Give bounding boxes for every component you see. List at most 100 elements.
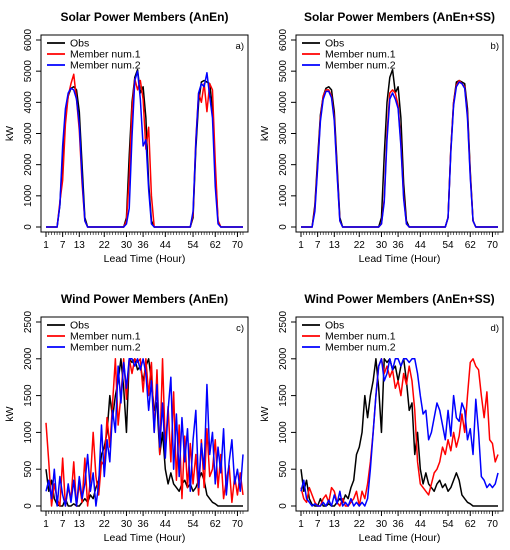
chart-title: Solar Power Members (AnEn) xyxy=(60,10,228,24)
x-tick-label: 1 xyxy=(298,240,304,251)
y-tick-label: 6000 xyxy=(23,28,34,51)
x-tick-label: 1 xyxy=(43,519,49,530)
y-tick-label: 3000 xyxy=(23,122,34,145)
x-tick-label: 62 xyxy=(210,519,222,530)
x-tick-label: 7 xyxy=(60,519,66,530)
legend-entry: Member num.2 xyxy=(325,60,396,72)
x-tick-label: 54 xyxy=(187,519,199,530)
x-tick-label: 44 xyxy=(415,240,427,251)
legend-entry: Obs xyxy=(325,320,344,332)
legend-entry: Member num.1 xyxy=(70,49,141,61)
legend-entry: Member num.1 xyxy=(70,331,141,343)
panel-d: Wind Power Members (AnEn+SS) d) 1 7 13 22 30 36… xyxy=(259,292,504,544)
y-tick-label: 6000 xyxy=(278,28,289,51)
x-tick-label: 22 xyxy=(99,240,111,251)
x-tick-label: 13 xyxy=(74,519,86,530)
x-tick-label: 44 xyxy=(160,240,172,251)
panel-label: c) xyxy=(236,323,244,334)
x-tick-label: 36 xyxy=(393,519,405,530)
legend-entry: Obs xyxy=(70,38,89,50)
series-line-obs xyxy=(301,68,498,228)
y-axis-label: kW xyxy=(4,406,16,421)
x-tick-label: 70 xyxy=(232,240,244,251)
y-axis-label: kW xyxy=(259,406,271,421)
x-axis-label: Lead Time (Hour) xyxy=(104,532,186,544)
x-tick-label: 54 xyxy=(442,519,454,530)
legend-entry: Member num.2 xyxy=(70,342,141,354)
x-tick-label: 1 xyxy=(298,519,304,530)
y-tick-label: 0 xyxy=(278,503,289,509)
y-tick-label: 0 xyxy=(278,224,289,230)
chart-title: Wind Power Members (AnEn) xyxy=(61,292,228,306)
x-tick-label: 30 xyxy=(376,519,388,530)
y-tick-label: 1000 xyxy=(23,184,34,207)
panel-label: b) xyxy=(491,41,499,52)
x-tick-label: 13 xyxy=(329,240,341,251)
y-tick-label: 500 xyxy=(278,460,289,477)
series-line-obs xyxy=(300,358,498,507)
x-tick-label: 70 xyxy=(232,519,244,530)
series-line-member-num-1 xyxy=(300,358,499,507)
x-tick-label: 62 xyxy=(210,240,222,251)
y-tick-label: 2500 xyxy=(23,310,34,333)
series-line-member-num-2 xyxy=(300,358,499,507)
panel-label: d) xyxy=(491,323,499,334)
y-tick-label: 1000 xyxy=(278,421,289,444)
x-tick-label: 30 xyxy=(121,519,133,530)
series-line-member-num-1 xyxy=(45,358,244,507)
y-tick-label: 500 xyxy=(23,460,34,477)
y-tick-label: 0 xyxy=(23,224,34,230)
y-tick-label: 2000 xyxy=(23,153,34,176)
series-line-member-num-2 xyxy=(301,81,498,228)
x-tick-label: 44 xyxy=(415,519,427,530)
legend-entry: Member num.1 xyxy=(325,331,396,343)
y-tick-label: 1500 xyxy=(278,384,289,407)
x-tick-label: 7 xyxy=(315,519,321,530)
x-tick-label: 70 xyxy=(487,519,499,530)
x-tick-label: 44 xyxy=(160,519,172,530)
x-tick-label: 30 xyxy=(121,240,133,251)
x-tick-label: 30 xyxy=(376,240,388,251)
y-tick-label: 0 xyxy=(23,503,34,509)
y-tick-label: 1500 xyxy=(23,384,34,407)
plot-frame xyxy=(40,316,249,512)
panel-c: Wind Power Members (AnEn) c) 1 7 13 22 30 36 44 5… xyxy=(4,292,249,544)
x-tick-label: 62 xyxy=(465,240,477,251)
chart-title: Solar Power Members (AnEn+SS) xyxy=(304,10,495,24)
x-tick-label: 22 xyxy=(99,519,111,530)
y-axis-label: kW xyxy=(4,126,16,141)
y-tick-label: 2000 xyxy=(278,347,289,370)
x-tick-label: 54 xyxy=(187,240,199,251)
x-tick-label: 36 xyxy=(393,240,405,251)
x-tick-label: 13 xyxy=(329,519,341,530)
x-axis-label: Lead Time (Hour) xyxy=(359,532,441,544)
x-axis-label: Lead Time (Hour) xyxy=(104,253,186,265)
panel-a: Solar Power Members (AnEn) a) 1 7 13 22 30 36 44… xyxy=(4,10,249,265)
y-tick-label: 2000 xyxy=(278,153,289,176)
legend-entry: Obs xyxy=(325,38,344,50)
x-axis-label: Lead Time (Hour) xyxy=(359,253,441,265)
y-tick-label: 2500 xyxy=(278,310,289,333)
x-tick-label: 7 xyxy=(60,240,66,251)
y-axis-label: kW xyxy=(259,126,271,141)
series-line-member-num-2 xyxy=(46,70,243,228)
x-tick-label: 62 xyxy=(465,519,477,530)
y-tick-label: 5000 xyxy=(23,60,34,83)
y-tick-label: 5000 xyxy=(278,60,289,83)
y-tick-label: 4000 xyxy=(23,91,34,114)
y-tick-label: 1000 xyxy=(23,421,34,444)
y-tick-label: 2000 xyxy=(23,347,34,370)
x-tick-label: 70 xyxy=(487,240,499,251)
y-tick-label: 4000 xyxy=(278,91,289,114)
x-tick-label: 22 xyxy=(354,240,366,251)
plot-frame xyxy=(295,316,504,512)
series-line-member-num-2 xyxy=(45,358,244,507)
panel-b: Solar Power Members (AnEn+SS) b) 1 7 13 22 30 3… xyxy=(259,10,504,265)
legend-entry: Member num.1 xyxy=(325,49,396,61)
x-tick-label: 54 xyxy=(442,240,454,251)
x-tick-label: 36 xyxy=(138,519,150,530)
